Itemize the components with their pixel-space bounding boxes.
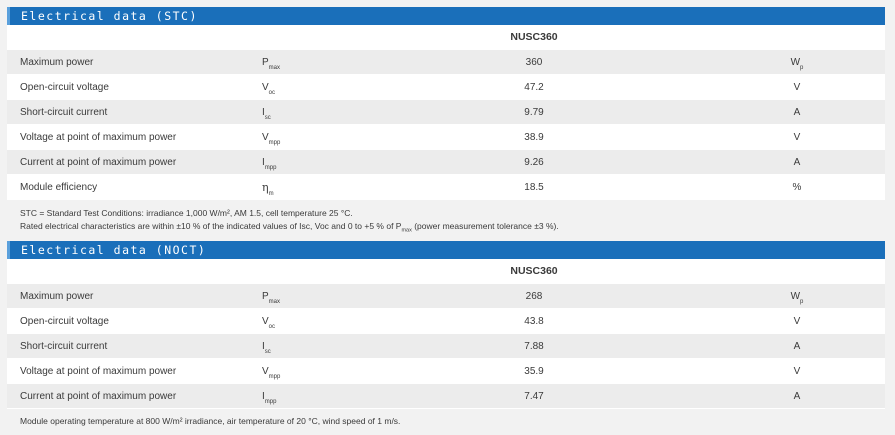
table-row: Short-circuit current Isc 7.88 A — [7, 334, 885, 359]
table-row: Short-circuit current Isc 9.79 A — [7, 100, 885, 125]
row-label: Maximum power — [20, 291, 94, 302]
noct-footnote: Module operating temperature at 800 W/m²… — [20, 416, 401, 426]
row-value: 35.9 — [524, 366, 544, 377]
row-value: 47.2 — [524, 82, 544, 93]
row-label: Short-circuit current — [20, 341, 108, 352]
table-row: Voltage at point of maximum power Vmpp 3… — [7, 359, 885, 384]
row-symbol: Vmpp — [262, 132, 281, 146]
row-value: 38.9 — [524, 132, 544, 143]
row-label: Short-circuit current — [20, 107, 108, 118]
table-row: Open-circuit voltage Voc 43.8 V — [7, 309, 885, 334]
row-symbol: ηm — [262, 181, 274, 197]
noct-header: Electrical data (NOCT) — [7, 241, 885, 259]
row-unit: A — [793, 341, 801, 352]
row-unit: A — [793, 157, 801, 168]
noct-section: Electrical data (NOCT) NUSC360 Maximum p… — [7, 241, 885, 428]
row-symbol: Impp — [262, 391, 277, 405]
row-unit: V — [793, 366, 801, 377]
stc-model-row: NUSC360 — [7, 25, 885, 50]
row-symbol: Vmpp — [262, 366, 281, 380]
row-value: 18.5 — [524, 182, 544, 193]
table-row: Voltage at point of maximum power Vmpp 3… — [7, 125, 885, 150]
row-symbol: Isc — [262, 341, 271, 355]
table-row: Maximum power Pmax 360 Wp — [7, 50, 885, 75]
row-symbol: Voc — [262, 316, 276, 330]
noct-model-row: NUSC360 — [7, 259, 885, 284]
row-unit: V — [793, 132, 801, 143]
noct-title: Electrical data (NOCT) — [21, 243, 207, 257]
row-unit: Wp — [790, 291, 804, 305]
row-label: Maximum power — [20, 57, 94, 68]
header-accent-bar — [7, 7, 10, 25]
row-unit: % — [792, 182, 802, 193]
table-row: Current at point of maximum power Impp 9… — [7, 150, 885, 175]
row-symbol: Voc — [262, 82, 276, 96]
stc-section: Electrical data (STC) NUSC360 Maximum po… — [7, 7, 885, 238]
stc-note-line2: Rated electrical characteristics are wit… — [20, 221, 559, 234]
row-label: Current at point of maximum power — [20, 157, 177, 168]
row-label: Module efficiency — [20, 182, 98, 193]
row-symbol: Impp — [262, 157, 277, 171]
stc-model-name: NUSC360 — [510, 31, 558, 43]
row-value: 43.8 — [524, 316, 544, 327]
row-label: Voltage at point of maximum power — [20, 366, 177, 377]
row-unit: A — [793, 107, 801, 118]
row-label: Open-circuit voltage — [20, 82, 109, 93]
row-label: Voltage at point of maximum power — [20, 132, 177, 143]
table-row: Maximum power Pmax 268 Wp — [7, 284, 885, 309]
row-value: 9.79 — [524, 107, 544, 118]
row-unit: V — [793, 82, 801, 93]
row-symbol: Pmax — [262, 57, 281, 71]
row-value: 9.26 — [524, 157, 544, 168]
row-unit: Wp — [790, 57, 804, 71]
row-unit: V — [793, 316, 801, 327]
header-accent-bar — [7, 241, 10, 259]
stc-title: Electrical data (STC) — [21, 9, 198, 23]
row-symbol: Pmax — [262, 291, 281, 305]
table-row: Module efficiency ηm 18.5 % — [7, 175, 885, 200]
row-value: 268 — [525, 291, 543, 302]
row-symbol: Isc — [262, 107, 271, 121]
row-value: 7.88 — [524, 341, 544, 352]
row-label: Current at point of maximum power — [20, 391, 177, 402]
stc-footnote: STC = Standard Test Conditions: irradian… — [7, 207, 885, 238]
row-value: 7.47 — [524, 391, 544, 402]
stc-header: Electrical data (STC) — [7, 7, 885, 25]
table-row: Open-circuit voltage Voc 47.2 V — [7, 75, 885, 100]
stc-note-line1: STC = Standard Test Conditions: irradian… — [20, 208, 353, 218]
noct-model-name: NUSC360 — [510, 265, 558, 277]
row-label: Open-circuit voltage — [20, 316, 109, 327]
row-unit: A — [793, 391, 801, 402]
row-value: 360 — [525, 57, 543, 68]
table-row: Current at point of maximum power Impp 7… — [7, 384, 885, 409]
